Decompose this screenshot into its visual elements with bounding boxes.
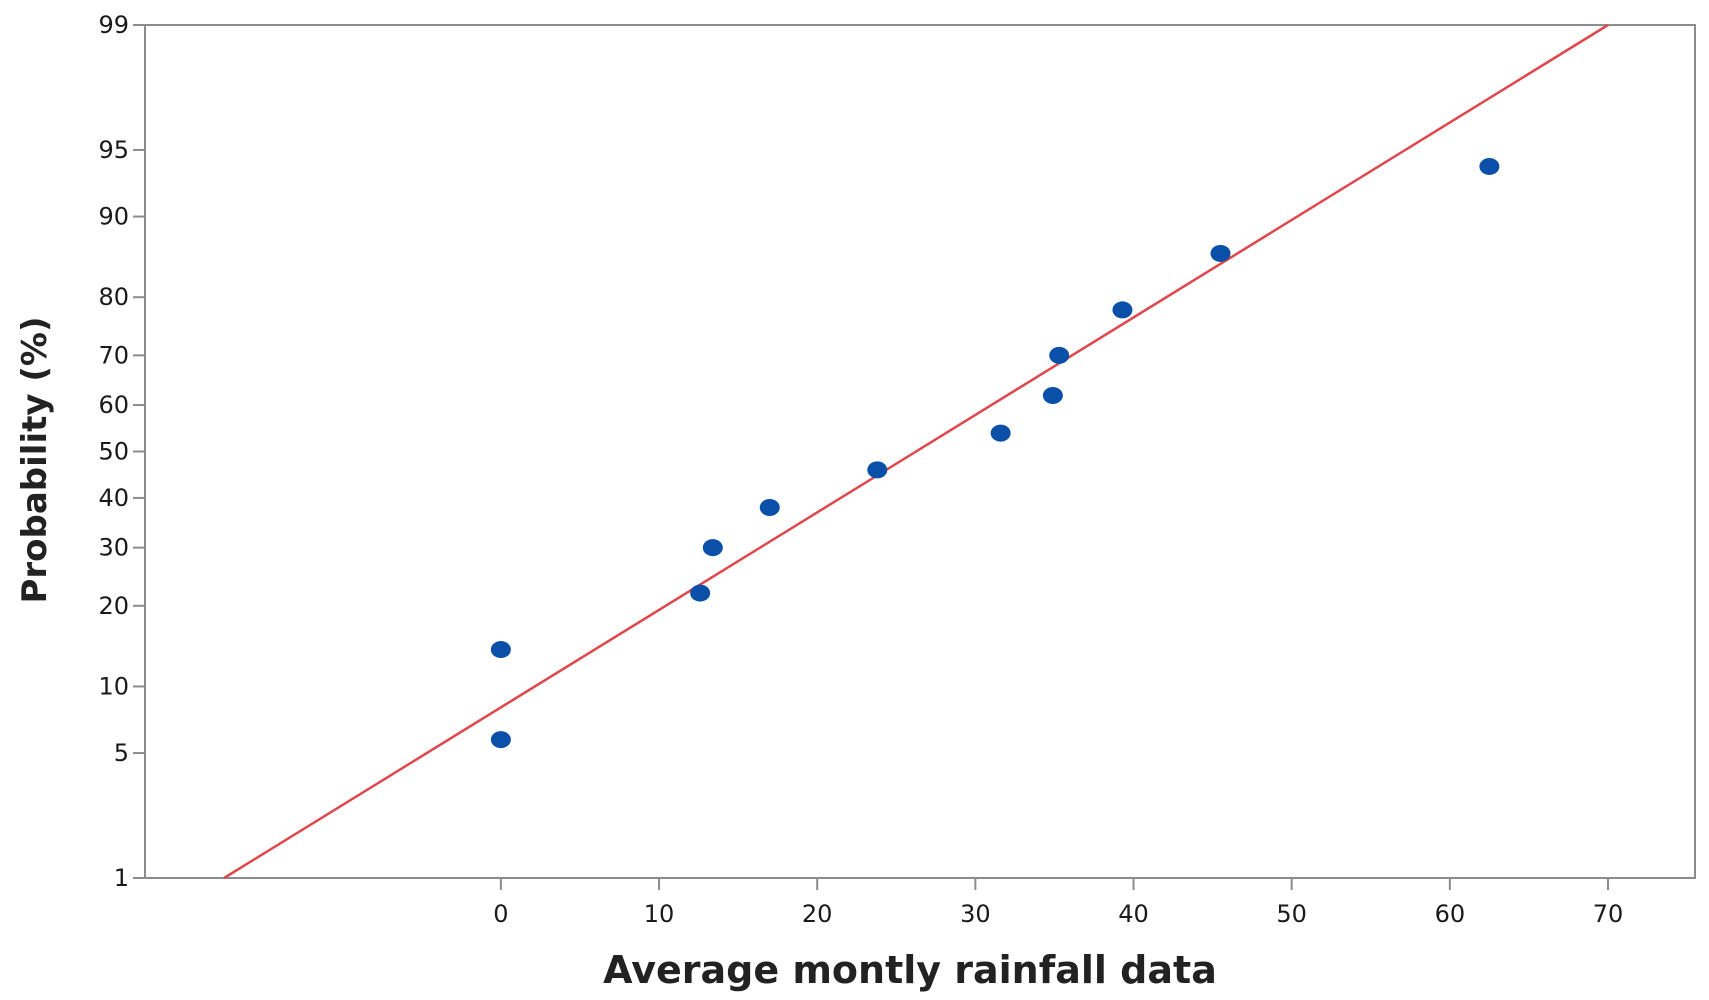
y-tick-label: 30 [98, 534, 129, 562]
y-tick-label: 1 [114, 864, 129, 892]
data-point [490, 641, 511, 659]
plot-axes [144, 24, 1696, 879]
y-tick-label: 99 [98, 11, 129, 39]
y-tick-label: 80 [98, 283, 129, 311]
data-point [867, 461, 888, 479]
x-tick-label: 70 [1593, 900, 1624, 928]
y-tick-label: 70 [98, 341, 129, 369]
data-point [1112, 301, 1133, 319]
x-tick-label: 40 [1118, 900, 1149, 928]
x-axis-title: Average montly rainfall data [603, 948, 1217, 992]
x-tick-label: 0 [493, 900, 508, 928]
data-point [702, 539, 723, 557]
x-tick-label: 60 [1435, 900, 1466, 928]
data-point [1042, 386, 1063, 404]
data-point [759, 499, 780, 517]
y-tick-label: 60 [98, 391, 129, 419]
data-point [1049, 346, 1070, 364]
x-tick-label: 50 [1276, 900, 1307, 928]
fit-line-group [223, 23, 1609, 880]
y-axis-title: Probability (%) [15, 316, 55, 603]
y-tick-label: 20 [98, 592, 129, 620]
y-tick-label: 90 [98, 203, 129, 231]
y-tick-label: 10 [98, 672, 129, 700]
y-tick-label: 50 [98, 438, 129, 466]
data-point [990, 424, 1011, 442]
x-axis-ticks: 0 10 20 30 40 50 60 70 [493, 878, 1623, 928]
data-point [1479, 157, 1500, 175]
data-point [490, 731, 511, 749]
y-axis-ticks: 1 5 10 20 30 40 50 60 70 80 90 95 99 [98, 11, 145, 892]
x-tick-label: 10 [644, 900, 675, 928]
data-point [690, 584, 711, 602]
fit-line [223, 23, 1609, 880]
y-tick-label: 5 [114, 739, 129, 767]
y-tick-label: 95 [98, 136, 129, 164]
y-tick-label: 40 [98, 484, 129, 512]
plot-frame [144, 24, 1696, 879]
x-tick-label: 20 [802, 900, 833, 928]
x-tick-label: 30 [960, 900, 991, 928]
data-points [490, 157, 1500, 749]
data-point [1210, 244, 1231, 262]
